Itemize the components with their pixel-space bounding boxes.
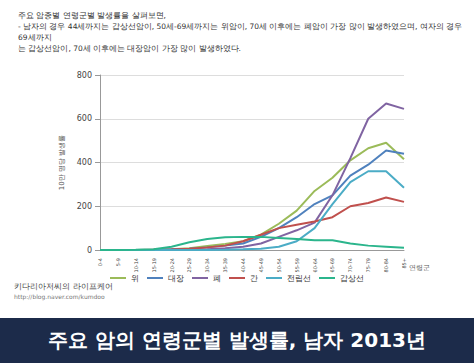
svg-text:25-29: 25-29 xyxy=(186,258,192,273)
svg-text:폐: 폐 xyxy=(213,274,221,283)
svg-text:80-84: 80-84 xyxy=(383,258,389,273)
svg-text:대장: 대장 xyxy=(168,274,184,283)
html-text:주요 암의 연령군별 발생률, 남자 2013년: 주요 암의 연령군별 발생률, 남자 2013년 xyxy=(48,328,426,352)
svg-text:35-39: 35-39 xyxy=(222,258,228,273)
svg-text:15-19: 15-19 xyxy=(151,258,157,273)
svg-text:75-79: 75-79 xyxy=(365,258,371,273)
html-text:키다리아저씨의 라이프케어: 키다리아저씨의 라이프케어 xyxy=(14,282,113,291)
html-text:주요 암종별 연령군별 발생률을 살펴보면,: 주요 암종별 연령군별 발생률을 살펴보면, xyxy=(18,11,166,20)
svg-text:600: 600 xyxy=(77,114,92,123)
html-text:- 남자의 경우 44세까지는 갑상선암이, 50세-69세: - 남자의 경우 44세까지는 갑상선암이, 50세-69세까지는 위암이, 7… xyxy=(18,22,463,42)
svg-text:0: 0 xyxy=(87,246,92,255)
svg-text:전립선: 전립선 xyxy=(287,274,311,283)
svg-text:연령군: 연령군 xyxy=(409,264,430,272)
svg-text:0-4: 0-4 xyxy=(97,258,103,266)
svg-text:위: 위 xyxy=(131,274,139,283)
svg-text:200: 200 xyxy=(77,202,92,211)
html-text:는 갑상선암이, 70세 이후에는 대장암이 가장 많이 발: 는 갑상선암이, 70세 이후에는 대장암이 가장 많이 발생하였다. xyxy=(18,44,241,53)
svg-text:30-34: 30-34 xyxy=(204,258,210,273)
svg-text:갑상선: 갑상선 xyxy=(340,274,364,283)
svg-text:45-49: 45-49 xyxy=(258,258,264,273)
svg-text:간: 간 xyxy=(250,274,258,283)
svg-text:5-9: 5-9 xyxy=(115,258,121,266)
svg-text:800: 800 xyxy=(77,71,92,80)
svg-text:70-74: 70-74 xyxy=(347,258,353,273)
svg-text:50-54: 50-54 xyxy=(276,258,282,273)
svg-text:85+: 85+ xyxy=(401,258,407,269)
svg-text:55-59: 55-59 xyxy=(294,258,300,273)
svg-text:40-44: 40-44 xyxy=(240,258,246,273)
svg-text:400: 400 xyxy=(77,158,92,167)
svg-text:20-24: 20-24 xyxy=(169,258,175,273)
svg-text:60-64: 60-64 xyxy=(312,258,318,273)
svg-text:10-14: 10-14 xyxy=(133,258,139,273)
svg-text:65-69: 65-69 xyxy=(329,258,335,273)
svg-text:10만 명당 발생률: 10만 명당 발생률 xyxy=(58,135,66,190)
html-text:http://blog.naver.com/kumdoo: http://blog.naver.com/kumdoo xyxy=(14,293,105,300)
